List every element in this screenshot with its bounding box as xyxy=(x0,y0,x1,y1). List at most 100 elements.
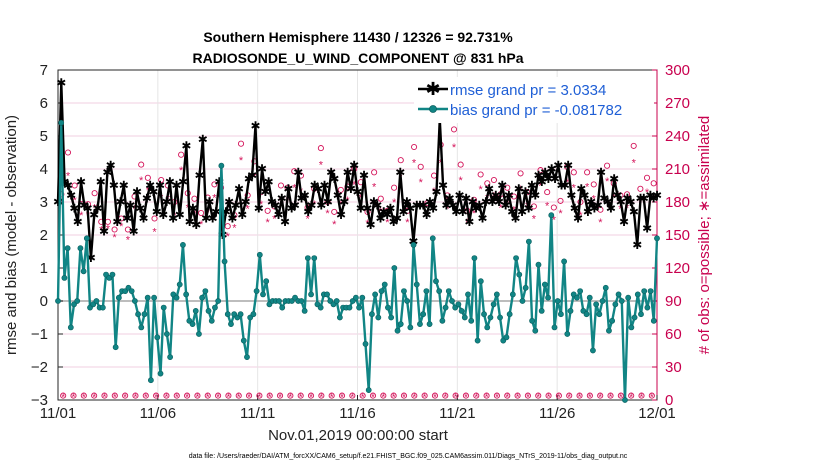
obs-possible-low-marker xyxy=(173,392,180,399)
x-tick-label: 11/06 xyxy=(140,405,176,422)
obs-possible-marker xyxy=(91,190,98,197)
obs-assimilated-low-marker: * xyxy=(92,393,96,404)
obs-assimilated-low-marker: * xyxy=(103,393,107,404)
bias-point xyxy=(631,314,638,321)
rmse-point: ✱ xyxy=(181,139,191,153)
rmse-point: ✱ xyxy=(431,185,441,199)
bias-point xyxy=(131,298,138,304)
rmse-point: ✱ xyxy=(537,175,547,189)
obs-assimilated-marker: * xyxy=(419,177,424,189)
rmse-point: ✱ xyxy=(448,198,458,212)
obs-possible-low-marker xyxy=(276,392,284,399)
rmse-point: ✱ xyxy=(530,188,540,202)
footnote: data file: /Users/raeder/DAI/ATM_forcXX/… xyxy=(189,453,628,460)
obs-possible-low-marker xyxy=(225,392,232,399)
bias-point xyxy=(477,278,484,285)
rmse-point: ✱ xyxy=(570,202,580,216)
obs-assimilated-low-marker: * xyxy=(278,393,282,404)
obs-possible-marker xyxy=(457,161,464,168)
bias-point xyxy=(439,317,446,324)
bias-point xyxy=(160,304,167,311)
rmse-point: ✱ xyxy=(297,192,307,206)
rmse-point: ✱ xyxy=(76,175,86,189)
obs-assimilated-low-marker: * xyxy=(547,393,551,404)
rmse-point: ✱ xyxy=(122,212,132,226)
bias-point xyxy=(426,321,433,327)
obs-possible-marker xyxy=(144,174,151,181)
obs-assimilated-marker: * xyxy=(565,177,570,189)
bias-point xyxy=(164,331,170,337)
obs-possible-marker xyxy=(484,180,491,187)
bias-point xyxy=(212,304,218,311)
legend-rmse-label: rmse grand pr = 3.0334 xyxy=(450,82,606,99)
bias-point xyxy=(375,314,382,321)
rmse-point: ✱ xyxy=(454,188,464,202)
rmse-point: ✱ xyxy=(369,195,379,209)
obs-assimilated-low-marker: * xyxy=(185,393,189,404)
rmse-point: ✱ xyxy=(129,225,139,239)
obs-assimilated-low-marker: * xyxy=(609,393,613,404)
obs-possible-marker xyxy=(650,180,657,187)
bias-point xyxy=(157,370,164,377)
obs-assimilated-marker: * xyxy=(179,165,184,177)
bias-point xyxy=(465,291,471,298)
rmse-point: ✱ xyxy=(428,202,438,216)
obs-assimilated-marker: * xyxy=(232,222,237,234)
obs-possible-low-marker xyxy=(400,392,408,399)
bias-point xyxy=(401,288,407,294)
obs-possible-low-marker xyxy=(369,392,377,399)
obs-assimilated-low-marker: * xyxy=(206,393,210,404)
y-tick-label: 1 xyxy=(40,260,48,277)
obs-possible-low-marker xyxy=(204,392,211,399)
rmse-point: ✱ xyxy=(382,208,392,222)
rmse-point: ✱ xyxy=(208,212,218,226)
obs-assimilated-marker: * xyxy=(405,217,410,229)
rmse-point: ✱ xyxy=(336,208,346,222)
bias-point xyxy=(173,294,180,301)
obs-possible-marker xyxy=(71,182,78,189)
rmse-point: ✱ xyxy=(250,119,260,133)
bias-point xyxy=(317,304,324,311)
rmse-point: ✱ xyxy=(254,202,264,216)
obs-possible-marker xyxy=(211,181,218,188)
obs-possible-low-marker xyxy=(638,392,645,399)
obs-assimilated-low-marker: * xyxy=(433,393,437,404)
obs-assimilated-low-marker: * xyxy=(268,393,272,404)
bias-point xyxy=(484,324,491,331)
bias-point xyxy=(602,284,609,291)
obs-assimilated-low-marker: * xyxy=(340,393,344,404)
rmse-point: ✱ xyxy=(211,205,221,219)
rmse-point: ✱ xyxy=(418,198,428,212)
bias-point xyxy=(128,288,135,294)
rmse-point: ✱ xyxy=(458,205,468,219)
obs-possible-marker xyxy=(584,169,591,176)
obs-possible-marker xyxy=(397,157,404,164)
bias-point xyxy=(538,307,545,314)
bias-point xyxy=(215,298,222,304)
obs-assimilated-marker: * xyxy=(319,160,324,172)
obs-possible-marker xyxy=(264,207,271,214)
obs-assimilated-marker: * xyxy=(412,157,417,169)
bias-point xyxy=(586,294,593,301)
y-right-tick-label: 300 xyxy=(665,62,690,79)
rmse-point: ✱ xyxy=(445,192,455,206)
obs-assimilated-low-marker: * xyxy=(113,393,117,404)
y-tick-label: −3 xyxy=(31,392,48,409)
obs-assimilated-low-marker: * xyxy=(247,393,251,404)
bias-point xyxy=(638,311,644,318)
obs-assimilated-low-marker: * xyxy=(164,393,168,404)
bias-point xyxy=(449,298,455,304)
obs-assimilated-marker: * xyxy=(339,199,344,211)
bias-point xyxy=(558,311,564,318)
obs-possible-marker xyxy=(124,226,131,233)
obs-assimilated-low-marker: * xyxy=(216,393,220,404)
obs-possible-low-marker xyxy=(338,392,346,399)
obs-possible-low-marker xyxy=(607,392,614,399)
obs-assimilated-low-marker: * xyxy=(350,393,354,404)
obs-assimilated-marker: * xyxy=(518,184,523,196)
rmse-point: ✱ xyxy=(501,198,511,212)
obs-assimilated-marker: * xyxy=(552,215,557,227)
rmse-point: ✱ xyxy=(524,202,534,216)
rmse-point: ✱ xyxy=(83,202,93,216)
